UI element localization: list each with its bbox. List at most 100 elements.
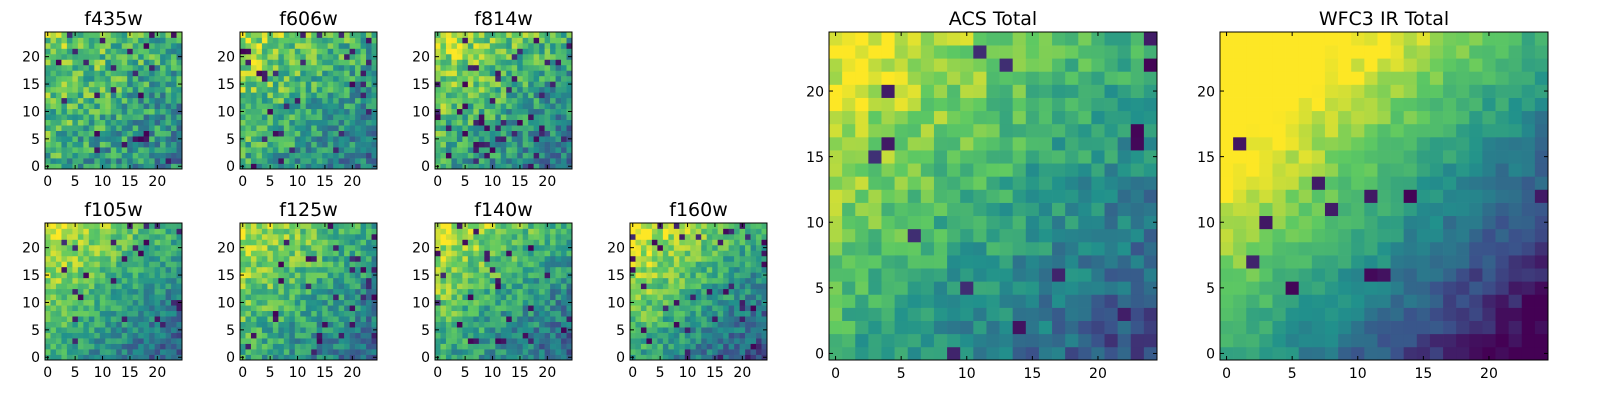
heatmap-cell xyxy=(723,228,729,235)
heatmap-cell xyxy=(445,288,452,295)
heatmap-cell xyxy=(66,283,73,290)
heatmap-cell xyxy=(261,261,268,268)
heatmap-cell xyxy=(489,97,496,104)
heatmap-cell xyxy=(240,349,246,355)
heatmap-cell xyxy=(1052,215,1066,230)
heatmap-cell xyxy=(533,86,540,93)
heatmap-cell xyxy=(176,250,183,257)
heatmap-cell xyxy=(489,283,496,290)
heatmap-cell xyxy=(300,239,307,246)
heatmap-cell xyxy=(456,277,463,284)
heatmap-cell xyxy=(701,343,708,350)
heatmap-cell xyxy=(973,307,987,321)
heatmap-cell xyxy=(165,288,172,295)
heatmap-cell xyxy=(973,176,987,190)
heatmap-cell xyxy=(960,150,974,164)
heatmap-cell xyxy=(116,294,123,301)
heatmap-cell xyxy=(506,70,513,77)
heatmap-cell xyxy=(149,261,155,268)
heatmap-cell xyxy=(294,332,301,339)
heatmap-cell xyxy=(160,152,166,159)
heatmap-cell xyxy=(61,97,68,104)
heatmap-cell xyxy=(550,266,556,273)
heatmap-cell xyxy=(83,152,90,159)
heatmap-cell xyxy=(300,114,307,121)
heatmap-cell xyxy=(283,92,290,99)
heatmap-cell xyxy=(484,283,491,290)
heatmap-cell xyxy=(868,333,882,348)
heatmap-cell xyxy=(110,272,117,279)
heatmap-cell xyxy=(344,277,350,284)
heatmap-cell xyxy=(94,332,101,339)
heatmap-cell xyxy=(327,277,334,284)
heatmap-cell xyxy=(50,141,57,148)
heatmap-cell xyxy=(761,310,768,317)
heatmap-cell xyxy=(451,48,458,55)
heatmap-cell xyxy=(999,320,1014,335)
heatmap-cell xyxy=(511,147,518,153)
heatmap-cell xyxy=(555,53,562,60)
heatmap-cell xyxy=(176,75,183,82)
heatmap-cell xyxy=(256,228,263,235)
heatmap-cell xyxy=(305,75,312,82)
heatmap-cell xyxy=(121,53,128,60)
heatmap-cell xyxy=(88,97,95,104)
heatmap-cell xyxy=(456,70,463,77)
heatmap-cell xyxy=(105,294,112,301)
heatmap-cell xyxy=(651,255,658,262)
heatmap-cell xyxy=(684,310,691,317)
heatmap-cell xyxy=(61,272,68,279)
heatmap-cell xyxy=(511,163,518,170)
heatmap-cell xyxy=(1117,346,1132,361)
heatmap-cell xyxy=(138,108,144,115)
heatmap-cell xyxy=(160,288,166,295)
y-tick-label: 10 xyxy=(22,295,40,311)
heatmap-cell xyxy=(657,244,664,251)
heatmap-cell xyxy=(77,288,84,295)
heatmap-cell xyxy=(561,228,567,235)
heatmap-cell xyxy=(522,343,529,350)
heatmap-cell xyxy=(657,261,664,268)
heatmap-cell xyxy=(110,261,117,268)
x-tick-label: 5 xyxy=(266,174,275,190)
heatmap-cell xyxy=(500,125,507,131)
heatmap-cell xyxy=(739,283,746,290)
heatmap-cell xyxy=(256,327,263,333)
heatmap-cell xyxy=(289,147,296,153)
heatmap-cell xyxy=(294,244,301,251)
heatmap-cell xyxy=(300,147,307,153)
heatmap-cell xyxy=(947,281,961,295)
heatmap-cell xyxy=(127,119,134,126)
heatmap-cell xyxy=(66,277,73,284)
heatmap-cell xyxy=(868,241,882,256)
heatmap-cell xyxy=(511,103,518,110)
heatmap-cell xyxy=(673,294,680,301)
heatmap-cell xyxy=(294,125,301,131)
heatmap-cell xyxy=(684,305,691,312)
heatmap-cell xyxy=(679,261,686,268)
heatmap-cell xyxy=(511,294,518,301)
heatmap-cell xyxy=(61,136,68,142)
heatmap-cell xyxy=(973,150,987,164)
heatmap-cell xyxy=(344,114,350,121)
heatmap-cell xyxy=(283,158,290,164)
heatmap-cell xyxy=(500,86,507,93)
heatmap-cell xyxy=(240,114,246,121)
heatmap-cell xyxy=(256,332,263,339)
heatmap-cell xyxy=(855,189,869,203)
heatmap-cell xyxy=(539,266,545,273)
heatmap-cell xyxy=(451,103,458,110)
heatmap-cell xyxy=(256,125,263,131)
heatmap-cell xyxy=(143,64,150,71)
heatmap-cell xyxy=(451,327,458,333)
heatmap-cell xyxy=(154,299,161,306)
heatmap-cell xyxy=(61,294,68,301)
heatmap-cell xyxy=(495,283,502,290)
heatmap-cell xyxy=(300,266,307,273)
heatmap-cell xyxy=(668,244,675,251)
heatmap-cell xyxy=(45,294,51,301)
heatmap-cell xyxy=(143,294,150,301)
heatmap-cell xyxy=(657,239,664,246)
heatmap-cell xyxy=(881,189,895,203)
heatmap-cell xyxy=(435,158,441,164)
